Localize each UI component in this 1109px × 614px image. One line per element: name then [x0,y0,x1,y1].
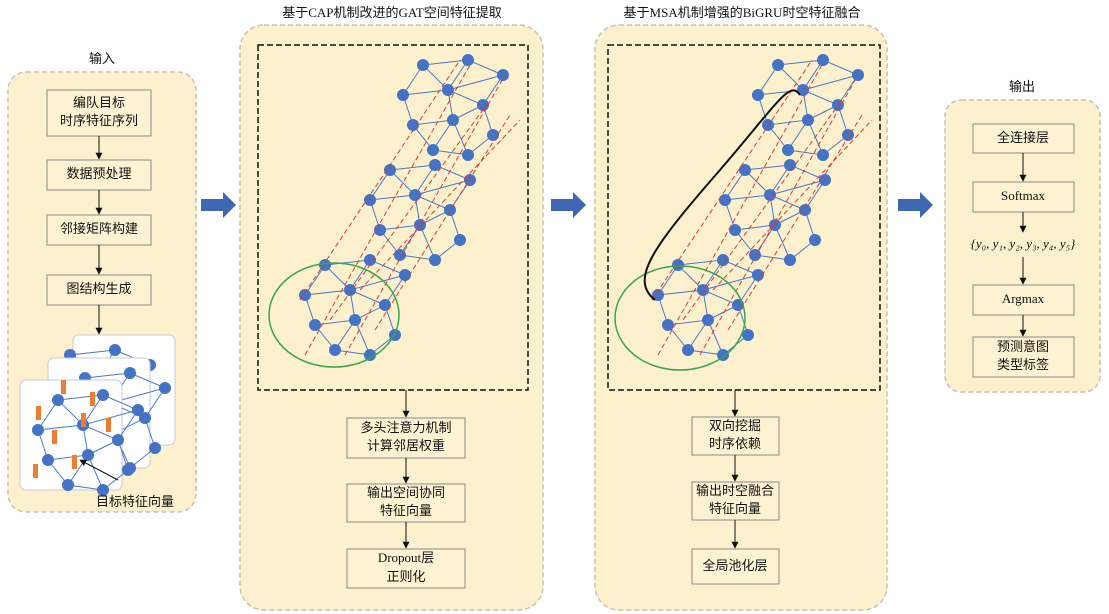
step-text: 双向挖掘 [709,418,761,433]
step-text: Dropout层 [378,550,434,565]
step-text: 邻接矩阵构建 [60,221,138,236]
flow-arrow [551,192,586,218]
step-text: 全局池化层 [702,558,767,573]
step-text: 预测意图 [997,339,1049,354]
step-text: 类型标签 [997,357,1049,372]
step-text: 时序依赖 [709,436,761,451]
flow-arrow [898,192,933,218]
step-text: 编队目标 [73,95,125,110]
step-text: 图结构生成 [66,281,131,296]
step-text: {y₀, y₁, y₂, y₃, y₄, y₅} [971,236,1076,251]
step-text: Softmax [1001,188,1046,203]
panel-title: 输出 [1009,79,1035,94]
panel-title: 输入 [89,51,115,66]
step-text: Argmax [1002,291,1045,306]
step-text: 全连接层 [997,130,1049,145]
step-text: 多头注意力机制 [360,420,451,435]
panel-title: 基于MSA机制增强的BiGRU时空特征融合 [624,5,861,20]
step-text: 计算邻居权重 [367,438,445,453]
step-text: 输出空间协同 [367,485,445,500]
step-text: 时序特征序列 [60,113,138,128]
step-text: 正则化 [386,569,425,584]
panel-bigru [595,25,887,610]
flow-arrow [201,192,236,218]
step-text: 特征向量 [709,501,761,516]
diagram: 输入 编队目标 时序特征序列 数据预处理 邻接矩阵构建 图结构生成 目标特征向量… [0,0,1109,614]
panel-title: 基于CAP机制改进的GAT空间特征提取 [282,5,502,20]
step-text: 输出时空融合 [696,483,774,498]
step-text: 数据预处理 [66,166,131,181]
step-text: 特征向量 [380,503,432,518]
caption: 目标特征向量 [96,494,174,509]
